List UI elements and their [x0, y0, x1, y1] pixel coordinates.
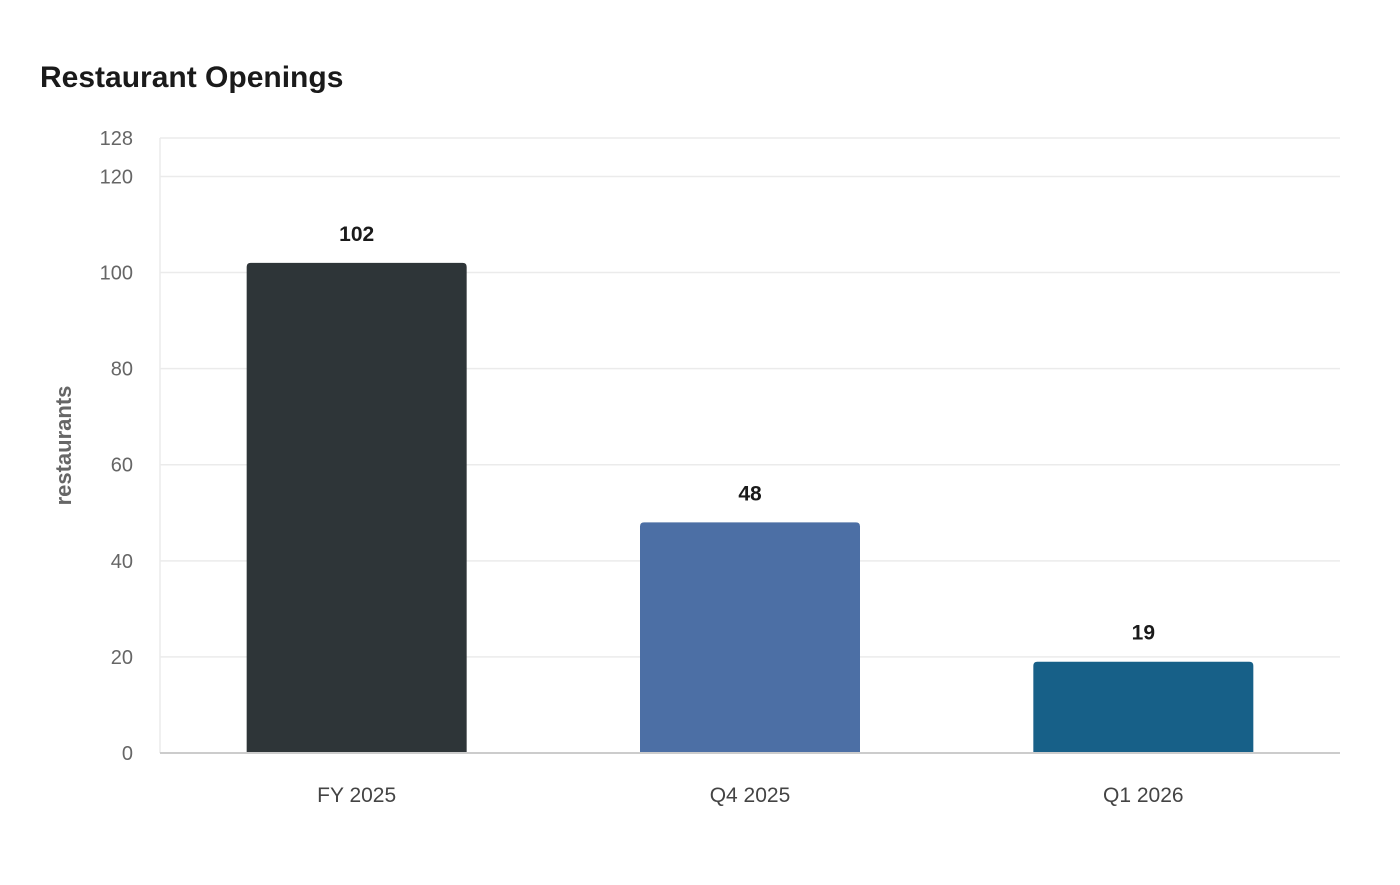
- bar[interactable]: [640, 522, 860, 753]
- y-tick-label: 20: [111, 647, 133, 669]
- y-axis-title: restaurants: [51, 386, 76, 506]
- y-tick-label: 80: [111, 359, 133, 381]
- y-tick-label: 60: [111, 455, 133, 477]
- y-tick-label: 128: [100, 128, 133, 150]
- bar[interactable]: [1033, 661, 1254, 753]
- x-tick-label: FY 2025: [317, 784, 396, 807]
- y-tick-label: 120: [100, 166, 133, 188]
- data-label: 19: [1132, 622, 1155, 645]
- x-tick-label: Q1 2026: [1103, 784, 1184, 807]
- data-label: 102: [339, 223, 374, 246]
- chart-title: Restaurant Openings: [40, 61, 344, 94]
- data-label: 48: [738, 482, 762, 505]
- x-tick-label: Q4 2025: [710, 784, 791, 807]
- bar[interactable]: [246, 262, 467, 753]
- y-tick-label: 0: [122, 743, 133, 765]
- y-tick-label: 100: [100, 263, 133, 285]
- y-tick-label: 40: [111, 551, 133, 573]
